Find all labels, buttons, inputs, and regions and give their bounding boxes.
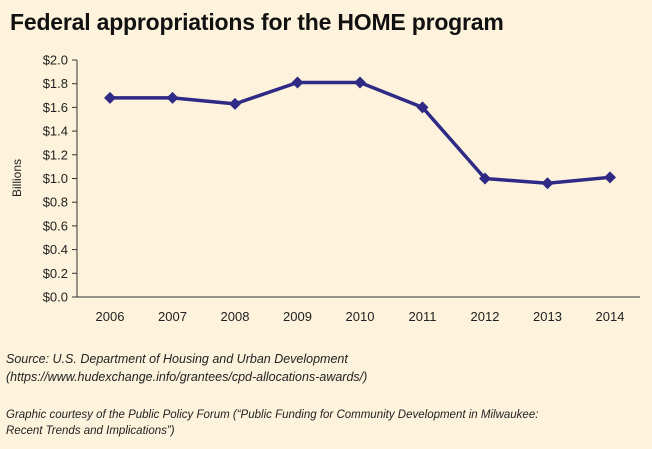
credit-line-2: Recent Trends and Implications”) bbox=[6, 425, 175, 437]
y-tick-label: $0.0 bbox=[43, 290, 68, 305]
data-point-marker bbox=[479, 172, 491, 185]
x-tick-label: 2013 bbox=[533, 309, 562, 324]
x-tick-label: 2007 bbox=[158, 309, 187, 324]
y-tick-label: $1.0 bbox=[43, 171, 68, 186]
x-tick-label: 2010 bbox=[346, 309, 375, 324]
x-tick-label: 2009 bbox=[283, 309, 312, 324]
data-point-marker bbox=[104, 91, 116, 104]
y-tick-label: $0.6 bbox=[43, 218, 68, 233]
chart-title: Federal appropriations for the HOME prog… bbox=[10, 9, 504, 35]
data-point-marker bbox=[166, 91, 179, 104]
y-tick-label: $1.2 bbox=[43, 147, 68, 162]
x-tick-label: 2011 bbox=[409, 309, 437, 324]
source-line-2: (https://www.hudexchange.info/grantees/c… bbox=[6, 370, 368, 384]
y-axis-ticks: $0.0 $0.2 $0.4 $0.6 $0.8 $1.0 $1.2 $1.4 $1.6 $1.8… bbox=[43, 53, 77, 305]
data-point-marker bbox=[604, 171, 616, 184]
data-point-marker bbox=[291, 76, 304, 89]
source-line-1: Source: U.S. Department of Housing and U… bbox=[6, 352, 348, 366]
y-tick-label: $0.8 bbox=[43, 195, 68, 210]
x-axis-ticks: 2006 2007 2008 2009 2010 2011 2012 2013 2014 bbox=[96, 309, 625, 324]
x-tick-label: 2008 bbox=[221, 309, 250, 324]
credit-line-1: Graphic courtesy of the Public Policy Fo… bbox=[6, 409, 539, 421]
data-point-marker bbox=[354, 76, 366, 89]
series-line bbox=[110, 80, 611, 185]
x-tick-label: 2006 bbox=[96, 309, 125, 324]
data-point-marker bbox=[541, 177, 554, 190]
y-tick-label: $0.4 bbox=[43, 242, 68, 257]
y-tick-label: $2.0 bbox=[43, 53, 68, 68]
y-tick-label: $1.6 bbox=[43, 100, 68, 115]
y-axis-label: Billions bbox=[10, 159, 24, 197]
credit-note: Graphic courtesy of the Public Policy Fo… bbox=[6, 407, 538, 439]
chart-series bbox=[104, 76, 616, 190]
x-tick-label: 2014 bbox=[596, 309, 625, 324]
data-point-marker bbox=[229, 97, 241, 110]
y-tick-label: $1.4 bbox=[43, 124, 68, 139]
source-note: Source: U.S. Department of Housing and U… bbox=[6, 350, 367, 386]
chart-axes bbox=[76, 60, 640, 298]
data-point-marker bbox=[416, 101, 429, 114]
line-chart: $0.0 $0.2 $0.4 $0.6 $0.8 $1.0 $1.2 $1.4 $1.6 $1.8… bbox=[10, 53, 640, 324]
y-tick-label: $0.2 bbox=[43, 266, 68, 281]
x-tick-label: 2012 bbox=[471, 309, 500, 324]
y-tick-label: $1.8 bbox=[43, 76, 68, 91]
